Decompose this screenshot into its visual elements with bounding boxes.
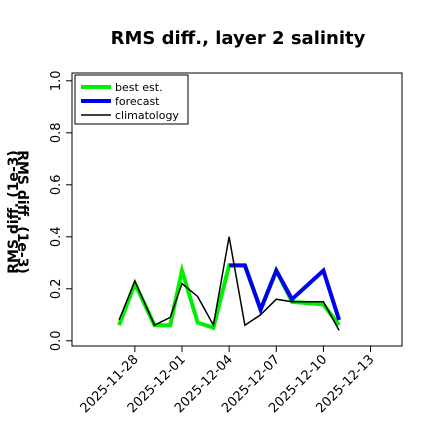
legend: best est. forecast climatology <box>74 74 189 125</box>
legend-box <box>74 74 189 125</box>
series-line-forecast <box>229 263 342 321</box>
series-line-climatology <box>118 236 340 331</box>
legend-label-climatology: climatology <box>115 109 179 122</box>
legend-label-best-est: best est. <box>115 81 163 94</box>
y-tick-label: 0.6 <box>49 174 64 195</box>
y-tick-label: 0.8 <box>49 122 64 143</box>
legend-label-forecast: forecast <box>115 95 160 108</box>
y-tick-label: 0.0 <box>49 330 64 351</box>
y-tick-label: 0.2 <box>49 278 64 299</box>
chart-title: RMS diff., layer 2 salinity <box>111 28 366 49</box>
y-axis-label-mirrored: RMS diff. (1e-3) <box>14 150 30 274</box>
y-axis-label: RMS diff. (1e-3) <box>6 150 22 274</box>
plot-frame <box>71 72 403 347</box>
y-tick-label: 1.0 <box>49 70 64 91</box>
y-tick-label: 0.4 <box>49 226 64 247</box>
